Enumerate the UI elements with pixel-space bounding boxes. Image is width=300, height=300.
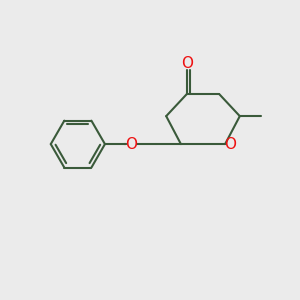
Text: O: O [181,56,193,71]
Text: O: O [125,136,137,152]
Text: O: O [224,136,236,152]
